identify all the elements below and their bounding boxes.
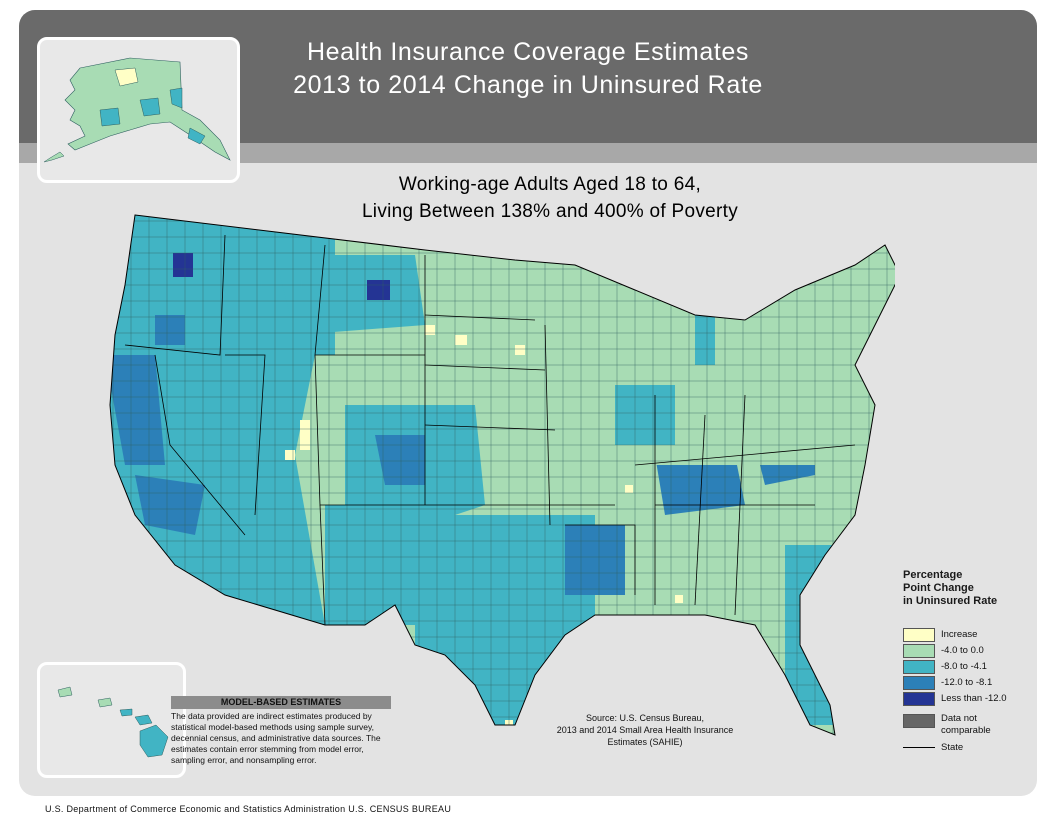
map-title: Health Insurance Coverage Estimates 2013… (19, 36, 1037, 102)
legend-title-line-3: in Uninsured Rate (903, 595, 998, 607)
legend-item-large-decrease: -12.0 to -8.1 (903, 676, 1018, 691)
subtitle-line-2: Living Between 138% and 400% of Poverty (361, 201, 739, 222)
legend-item-increase: Increase (903, 628, 1018, 643)
legend: Percentage Point Change in Uninsured Rat… (883, 569, 1018, 759)
hawaii-map (57, 686, 169, 758)
legend-title-line-2: Point Change (903, 582, 974, 594)
title-line-2: 2013 to 2014 Change in Uninsured Rate (293, 71, 763, 99)
contiguous-us-map (109, 214, 895, 736)
source-line-1: Source: U.S. Census Bureau, (585, 713, 705, 723)
model-estimates-note: MODEL-BASED ESTIMATES The data provided … (171, 696, 391, 766)
footer-credit: U.S. Department of Commerce Economic and… (45, 804, 452, 814)
legend-swatch (903, 714, 935, 728)
alaska-map (43, 57, 231, 163)
source-line-2: 2013 and 2014 Small Area Health Insuranc… (556, 725, 734, 735)
legend-label: Data not comparable (941, 713, 991, 736)
note-body: The data provided are indirect estimates… (171, 711, 381, 765)
legend-item-small-decrease: -4.0 to 0.0 (903, 644, 1018, 659)
legend-swatch (903, 660, 935, 674)
legend-item-largest-decrease: Less than -12.0 (903, 692, 1018, 707)
note-heading: MODEL-BASED ESTIMATES (171, 696, 391, 709)
legend-label: -12.0 to -8.1 (941, 677, 993, 688)
alaska-inset (37, 37, 240, 183)
legend-item-state: State (903, 741, 1018, 756)
title-underband (19, 143, 1037, 163)
legend-label: State (941, 742, 964, 753)
legend-swatch (903, 676, 935, 690)
state-line-icon (903, 747, 935, 748)
legend-label: -4.0 to 0.0 (941, 645, 984, 656)
map-subtitle: Working-age Adults Aged 18 to 64, Living… (280, 171, 820, 225)
legend-title: Percentage Point Change in Uninsured Rat… (903, 569, 1018, 608)
legend-item-medium-decrease: -8.0 to -4.1 (903, 660, 1018, 675)
legend-swatch (903, 692, 935, 706)
legend-label: Increase (941, 629, 978, 640)
legend-label: Less than -12.0 (941, 693, 1007, 704)
legend-swatch (903, 644, 935, 658)
legend-swatch (903, 628, 935, 642)
legend-item-not-comparable: Data not comparable (903, 713, 1018, 740)
source-note: Source: U.S. Census Bureau, 2013 and 201… (525, 712, 765, 748)
legend-title-line-1: Percentage (903, 569, 963, 581)
legend-label: -8.0 to -4.1 (941, 661, 987, 672)
subtitle-line-1: Working-age Adults Aged 18 to 64, (398, 174, 702, 195)
source-line-3: Estimates (SAHIE) (607, 737, 683, 747)
title-line-1: Health Insurance Coverage Estimates (306, 38, 750, 66)
hawaii-inset (37, 662, 186, 778)
